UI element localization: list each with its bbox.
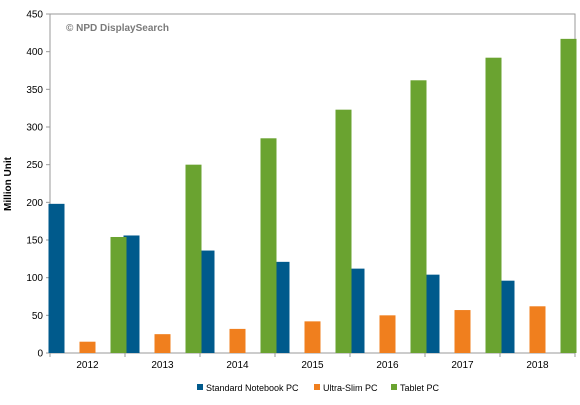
legend-label: Ultra-Slim PC xyxy=(323,383,378,393)
bar-tablet-pc-2016 xyxy=(410,80,427,353)
x-axis: 2012 2013 2014 2015 2016 2017 2018 xyxy=(49,353,576,371)
y-tick-label: 0 xyxy=(37,349,43,360)
bar-standard-notebook-pc-2014 xyxy=(198,250,215,353)
y-tick-label: 50 xyxy=(32,311,44,322)
x-tick-label: 2018 xyxy=(526,360,549,371)
bar-standard-notebook-pc-2018 xyxy=(498,280,515,353)
bar-tablet-pc-2014 xyxy=(260,138,277,353)
bar-tablet-pc-2017 xyxy=(485,57,502,354)
x-tick-label: 2013 xyxy=(151,360,174,371)
y-tick-label: 350 xyxy=(26,85,43,96)
bar-tablet-pc-2015 xyxy=(335,109,352,353)
x-tick-label: 2012 xyxy=(76,360,99,371)
y-tick-label: 400 xyxy=(26,47,43,58)
bar-ultra-slim-pc-2014 xyxy=(229,328,246,353)
legend: Standard Notebook PC Ultra-Slim PC Tablet … xyxy=(197,383,440,393)
bar-tablet-pc-2018 xyxy=(560,38,577,354)
legend-swatch xyxy=(391,384,397,390)
y-axis-label: Million Unit xyxy=(3,156,14,211)
bar-tablet-pc-2013 xyxy=(185,164,202,353)
y-tick-label: 450 xyxy=(26,10,43,21)
bar-standard-notebook-pc-2016 xyxy=(348,268,365,353)
bar-ultra-slim-pc-2018 xyxy=(529,306,546,353)
watermark-text: © NPD DisplaySearch xyxy=(66,23,169,34)
bar-standard-notebook-pc-2015 xyxy=(273,261,290,353)
bars-group xyxy=(48,38,577,354)
x-tick-label: 2015 xyxy=(301,360,324,371)
bar-ultra-slim-pc-2013 xyxy=(154,334,171,353)
x-tick-label: 2016 xyxy=(376,360,399,371)
y-tick-label: 250 xyxy=(26,160,43,171)
legend-swatch xyxy=(314,384,320,390)
legend-label: Standard Notebook PC xyxy=(206,383,299,393)
bar-standard-notebook-pc-2017 xyxy=(423,274,440,353)
legend-label: Tablet PC xyxy=(400,383,440,393)
x-tick-label: 2014 xyxy=(226,360,249,371)
legend-swatch xyxy=(197,384,203,390)
bar-ultra-slim-pc-2012 xyxy=(79,341,96,353)
x-tick-label: 2017 xyxy=(451,360,474,371)
y-axis: 0 50 100 150 200 250 300 350 400 450 xyxy=(26,10,50,360)
y-tick-label: 150 xyxy=(26,236,43,247)
bar-ultra-slim-pc-2016 xyxy=(379,315,396,353)
bar-standard-notebook-pc-2012 xyxy=(48,203,65,353)
y-tick-label: 200 xyxy=(26,198,43,209)
bar-tablet-pc-2012 xyxy=(110,236,127,353)
bar-standard-notebook-pc-2013 xyxy=(123,235,140,353)
y-tick-label: 100 xyxy=(26,273,43,284)
bar-ultra-slim-pc-2015 xyxy=(304,321,321,353)
bar-ultra-slim-pc-2017 xyxy=(454,310,471,353)
y-tick-label: 300 xyxy=(26,123,43,134)
